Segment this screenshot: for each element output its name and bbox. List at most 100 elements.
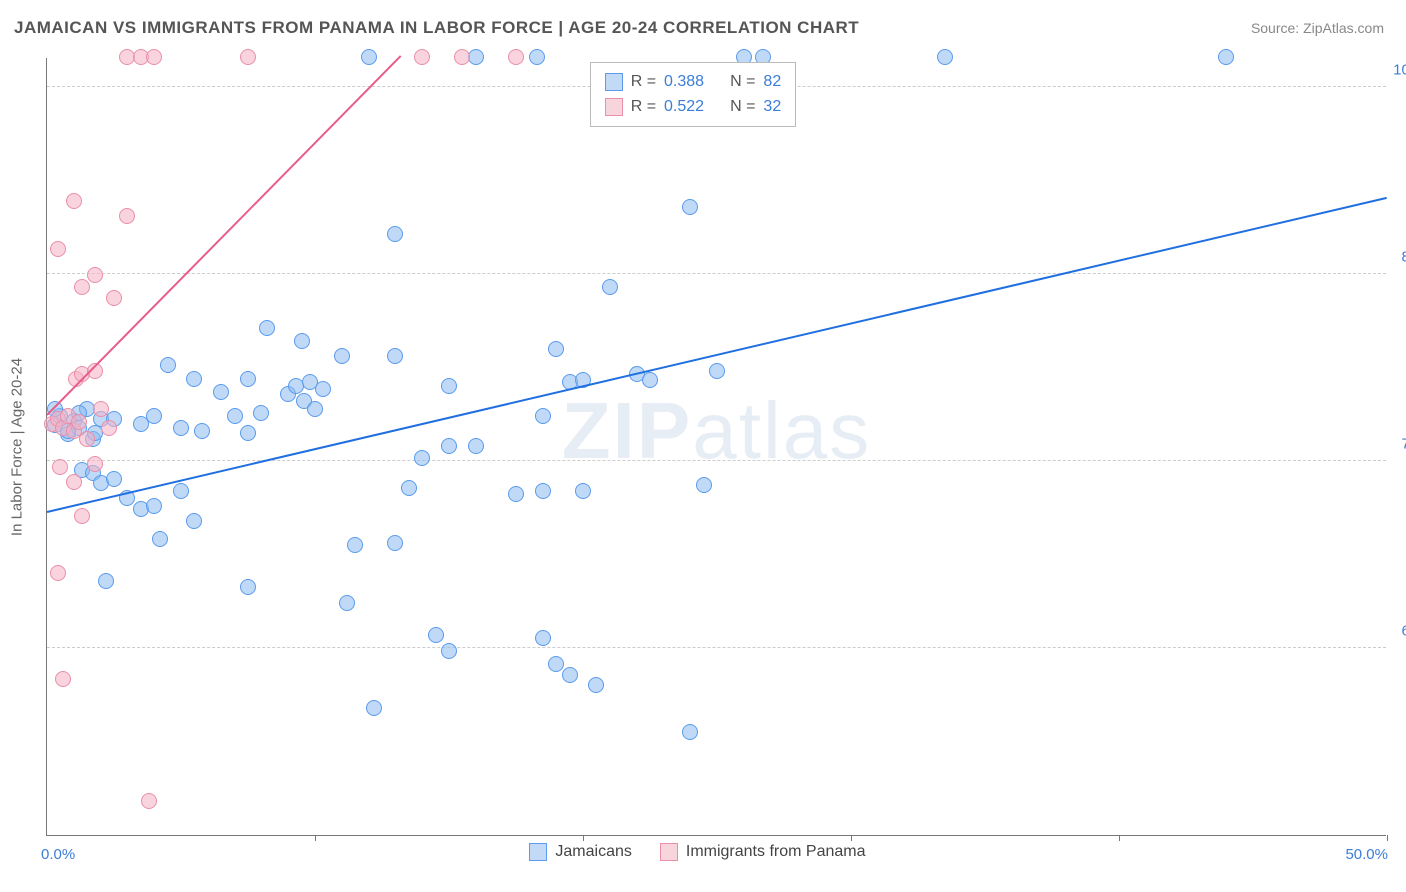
data-point bbox=[66, 193, 82, 209]
data-point bbox=[173, 420, 189, 436]
n-label: N = bbox=[730, 94, 755, 120]
n-value: 32 bbox=[763, 94, 781, 120]
y-axis-title: In Labor Force | Age 20-24 bbox=[9, 357, 26, 535]
data-point bbox=[401, 480, 417, 496]
data-point bbox=[50, 565, 66, 581]
legend-swatch bbox=[660, 843, 678, 861]
data-point bbox=[87, 267, 103, 283]
data-point bbox=[240, 425, 256, 441]
data-point bbox=[428, 627, 444, 643]
watermark-prefix: ZIP bbox=[562, 386, 692, 475]
data-point bbox=[508, 49, 524, 65]
r-value: 0.522 bbox=[664, 94, 704, 120]
r-label: R = bbox=[631, 69, 656, 95]
data-point bbox=[74, 279, 90, 295]
data-point bbox=[642, 372, 658, 388]
data-point bbox=[227, 408, 243, 424]
data-point bbox=[441, 643, 457, 659]
data-point bbox=[240, 371, 256, 387]
data-point bbox=[55, 671, 71, 687]
r-value: 0.388 bbox=[664, 69, 704, 95]
data-point bbox=[508, 486, 524, 502]
data-point bbox=[50, 241, 66, 257]
data-point bbox=[98, 573, 114, 589]
trend-line bbox=[47, 197, 1387, 513]
legend: Jamaicans Immigrants from Panama bbox=[529, 843, 865, 861]
data-point bbox=[186, 371, 202, 387]
data-point bbox=[548, 341, 564, 357]
legend-swatch bbox=[605, 98, 623, 116]
data-point bbox=[87, 456, 103, 472]
y-tick-label: 75.0% bbox=[1388, 435, 1406, 452]
data-point bbox=[468, 438, 484, 454]
data-point bbox=[240, 579, 256, 595]
data-point bbox=[106, 471, 122, 487]
data-point bbox=[106, 290, 122, 306]
legend-label: Jamaicans bbox=[555, 843, 631, 861]
data-point bbox=[709, 363, 725, 379]
plot-area: In Labor Force | Age 20-24 ZIPatlas R =0… bbox=[46, 58, 1386, 836]
x-tick bbox=[1119, 835, 1120, 841]
data-point bbox=[146, 49, 162, 65]
data-point bbox=[240, 49, 256, 65]
legend-swatch bbox=[529, 843, 547, 861]
data-point bbox=[79, 431, 95, 447]
stats-box: R =0.388N =82R =0.522N =32 bbox=[590, 62, 797, 127]
y-tick-label: 62.5% bbox=[1388, 622, 1406, 639]
data-point bbox=[71, 414, 87, 430]
data-point bbox=[937, 49, 953, 65]
r-label: R = bbox=[631, 94, 656, 120]
y-tick-label: 87.5% bbox=[1388, 248, 1406, 265]
data-point bbox=[529, 49, 545, 65]
x-tick bbox=[1387, 835, 1388, 841]
data-point bbox=[339, 595, 355, 611]
x-tick-label: 50.0% bbox=[1345, 846, 1388, 863]
data-point bbox=[602, 279, 618, 295]
y-tick-label: 100.0% bbox=[1388, 61, 1406, 78]
data-point bbox=[562, 667, 578, 683]
chart-title: JAMAICAN VS IMMIGRANTS FROM PANAMA IN LA… bbox=[14, 18, 859, 38]
data-point bbox=[441, 438, 457, 454]
x-tick bbox=[315, 835, 316, 841]
legend-label: Immigrants from Panama bbox=[686, 843, 866, 861]
data-point bbox=[387, 348, 403, 364]
gridline bbox=[47, 647, 1386, 648]
data-point bbox=[535, 630, 551, 646]
data-point bbox=[535, 483, 551, 499]
data-point bbox=[588, 677, 604, 693]
x-tick bbox=[851, 835, 852, 841]
legend-item: Jamaicans bbox=[529, 843, 631, 861]
data-point bbox=[414, 450, 430, 466]
data-point bbox=[173, 483, 189, 499]
data-point bbox=[315, 381, 331, 397]
data-point bbox=[366, 700, 382, 716]
data-point bbox=[682, 724, 698, 740]
data-point bbox=[253, 405, 269, 421]
data-point bbox=[414, 49, 430, 65]
data-point bbox=[146, 498, 162, 514]
source-attribution: Source: ZipAtlas.com bbox=[1251, 20, 1384, 36]
gridline bbox=[47, 273, 1386, 274]
data-point bbox=[696, 477, 712, 493]
data-point bbox=[535, 408, 551, 424]
data-point bbox=[160, 357, 176, 373]
data-point bbox=[152, 531, 168, 547]
data-point bbox=[146, 408, 162, 424]
n-label: N = bbox=[730, 69, 755, 95]
data-point bbox=[682, 199, 698, 215]
data-point bbox=[74, 508, 90, 524]
data-point bbox=[141, 793, 157, 809]
gridline bbox=[47, 460, 1386, 461]
stats-row: R = 0.522 N = 32 bbox=[605, 94, 782, 120]
data-point bbox=[347, 537, 363, 553]
data-point bbox=[387, 226, 403, 242]
stats-row: R =0.388N =82 bbox=[605, 69, 782, 95]
data-point bbox=[334, 348, 350, 364]
data-point bbox=[194, 423, 210, 439]
data-point bbox=[575, 483, 591, 499]
data-point bbox=[441, 378, 457, 394]
data-point bbox=[93, 401, 109, 417]
data-point bbox=[66, 474, 82, 490]
data-point bbox=[119, 208, 135, 224]
data-point bbox=[454, 49, 470, 65]
